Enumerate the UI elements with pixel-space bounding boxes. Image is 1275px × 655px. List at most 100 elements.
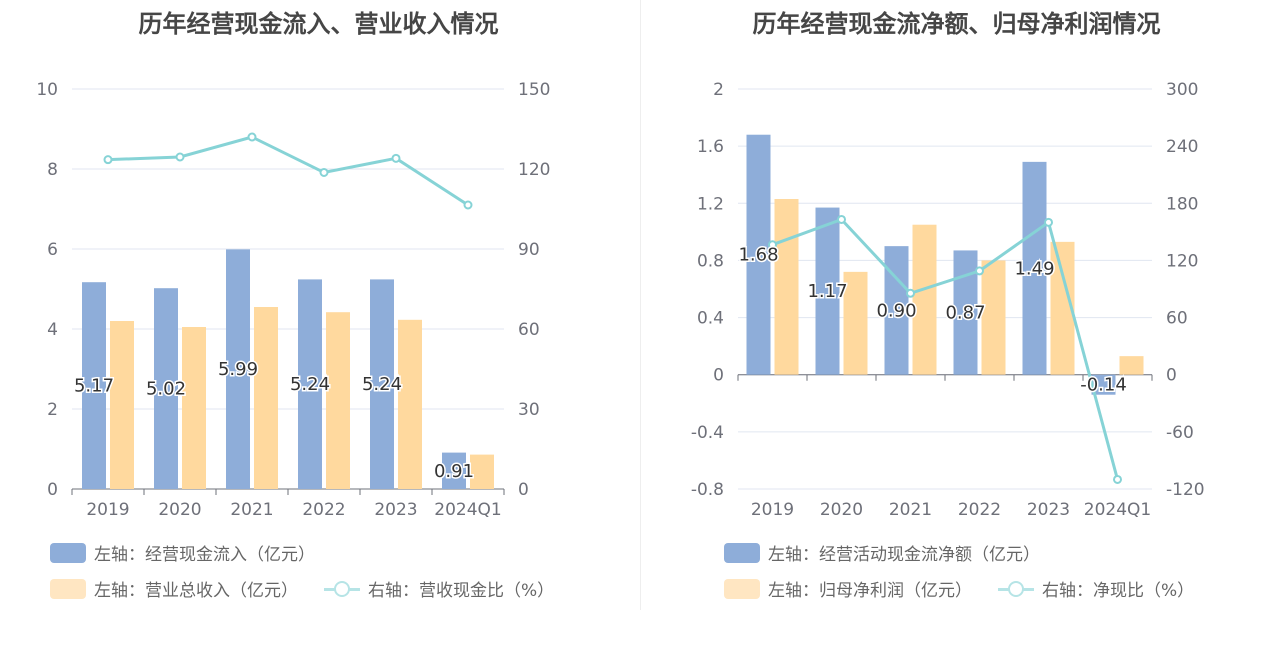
left-legend-row-1: 左轴：经营现金流入（亿元）: [50, 540, 341, 565]
bar-primary: [298, 279, 322, 489]
y-right-tick-label: 180: [1166, 194, 1198, 214]
y-right-tick-label: -120: [1166, 480, 1205, 500]
bar-secondary: [981, 260, 1006, 375]
right-chart-svg: -0.8 -120 -0.4 -60 0 0 0.4 60 0.8 120 1.2 180 1.6 240…: [691, 80, 1205, 520]
left-chart-title: 历年经营现金流入、营业收入情况: [138, 10, 499, 38]
x-tick-label: 2024Q1: [1084, 500, 1151, 520]
bar-secondary: [843, 271, 868, 375]
bar-data-label: 0.91: [434, 461, 474, 482]
y-left-tick-label: 1.6: [697, 137, 724, 157]
y-left-tick-label: 2: [47, 400, 58, 420]
y-right-tick-label: 0: [518, 480, 529, 500]
legend-line-swatch: [324, 579, 360, 599]
line-point: [103, 155, 113, 165]
legend-line-swatch: [998, 579, 1034, 599]
x-tick-label: 2020: [158, 500, 201, 520]
x-tick-label: 2023: [1027, 500, 1070, 520]
bar-primary: [815, 207, 840, 375]
left-chart-svg: 0 0 2 30 4 60 6 90 8 120 10 150 2019 2020 2021 2022 2023…: [36, 80, 550, 520]
x-tick-label: 2019: [751, 500, 794, 520]
bar-primary: [442, 452, 466, 489]
bar-data-label: 5.02: [146, 379, 186, 400]
x-tick-label: 2023: [374, 500, 417, 520]
right-legend-row-1: 左轴：经营活动现金流净额（亿元）: [724, 540, 1066, 565]
y-left-tick-label: 1.2: [697, 194, 724, 214]
y-right-tick-label: 0: [1166, 366, 1177, 386]
line-point: [319, 167, 329, 177]
bar-primary: [1091, 374, 1116, 395]
legend-swatch-blue: [50, 542, 86, 563]
bar-data-label: 5.24: [362, 374, 402, 395]
y-left-tick-label: -0.4: [691, 423, 724, 443]
legend-label-cash-inflow: 左轴：经营现金流入（亿元）: [94, 545, 315, 565]
y-right-tick-label: 90: [518, 240, 540, 260]
legend-item-net-profit[interactable]: 左轴：归母净利润（亿元）: [724, 576, 972, 601]
legend-swatch-blue: [724, 542, 760, 563]
y-right-tick-label: -60: [1166, 423, 1194, 443]
y-right-tick-label: 240: [1166, 137, 1198, 157]
y-right-tick-label: 120: [1166, 251, 1198, 271]
x-tick-label: 2022: [958, 500, 1001, 520]
x-tick-label: 2022: [302, 500, 345, 520]
legend-item-net-cash-flow[interactable]: 左轴：经营活动现金流净额（亿元）: [724, 540, 1040, 565]
bar-primary: [370, 279, 394, 489]
legend-label-net-cash-ratio: 右轴：净现比（%）: [1042, 581, 1195, 601]
bar-secondary: [110, 321, 134, 489]
y-left-tick-label: 0.4: [697, 309, 724, 329]
bar-secondary: [254, 307, 278, 489]
left-chart-panel: 历年经营现金流入、营业收入情况 0 0 2 30 4 60 6 90 8 120 10 150 2019…: [0, 0, 637, 655]
bar-secondary: [398, 319, 422, 489]
left-legend-row-2: 左轴：营业总收入（亿元） 右轴：营收现金比（%）: [50, 576, 580, 601]
legend-swatch-orange: [50, 578, 86, 599]
bar-data-label: 0.87: [945, 303, 985, 324]
bar-data-label: -0.14: [1080, 375, 1127, 396]
bar-primary: [154, 288, 178, 489]
bar-primary: [746, 134, 771, 375]
y-left-tick-label: 0.8: [697, 251, 724, 271]
y-right-tick-label: 60: [1166, 309, 1188, 329]
right-chart-title: 历年经营现金流净额、归母净利润情况: [752, 10, 1161, 38]
bar-primary: [82, 282, 106, 489]
bar-secondary: [326, 312, 350, 489]
legend-item-net-cash-ratio[interactable]: 右轴：净现比（%）: [998, 576, 1194, 601]
legend-label-net-profit: 左轴：归母净利润（亿元）: [768, 581, 972, 601]
bar-secondary: [774, 199, 799, 375]
legend-item-revenue-cash-ratio[interactable]: 右轴：营收现金比（%）: [324, 576, 554, 601]
bar-data-label: 1.49: [1014, 258, 1054, 279]
y-left-tick-label: 8: [47, 160, 58, 180]
legend-swatch-orange: [724, 578, 760, 599]
x-tick-label: 2021: [889, 500, 932, 520]
line-point: [463, 200, 473, 210]
bar-secondary: [182, 327, 206, 489]
bar-secondary: [1119, 356, 1144, 375]
legend-label-revenue-cash-ratio: 右轴：营收现金比（%）: [368, 581, 555, 601]
y-left-tick-label: 2: [713, 80, 724, 100]
bar-primary: [1022, 161, 1047, 375]
y-right-tick-label: 60: [518, 320, 540, 340]
bar-data-label: 5.99: [218, 359, 258, 380]
y-left-tick-label: 0: [47, 480, 58, 500]
bar-data-label: 0.90: [876, 300, 916, 321]
panel-divider: [640, 0, 641, 610]
right-legend-row-2: 左轴：归母净利润（亿元） 右轴：净现比（%）: [724, 576, 1220, 601]
bar-secondary: [912, 224, 937, 375]
bar-data-label: 5.17: [74, 376, 114, 397]
y-left-tick-label: 10: [36, 80, 58, 100]
y-left-tick-label: -0.8: [691, 480, 724, 500]
bar-primary: [953, 250, 978, 375]
y-right-tick-label: 120: [518, 160, 550, 180]
y-left-tick-label: 4: [47, 320, 58, 340]
legend-item-total-revenue[interactable]: 左轴：营业总收入（亿元）: [50, 576, 298, 601]
legend-item-cash-inflow[interactable]: 左轴：经营现金流入（亿元）: [50, 540, 315, 565]
line-point: [1113, 474, 1122, 484]
line-point: [391, 153, 401, 163]
x-tick-label: 2020: [820, 500, 863, 520]
bar-primary: [226, 249, 250, 489]
x-tick-label: 2021: [230, 500, 273, 520]
legend-label-total-revenue: 左轴：营业总收入（亿元）: [94, 581, 298, 601]
line-point: [975, 266, 984, 276]
right-chart-panel: 历年经营现金流净额、归母净利润情况 -0.8 -120 -0.4 -60 0 0 0.4 60…: [638, 0, 1275, 655]
ratio-line: [771, 217, 1119, 480]
x-tick-label: 2024Q1: [434, 500, 501, 520]
line-point: [837, 214, 846, 224]
